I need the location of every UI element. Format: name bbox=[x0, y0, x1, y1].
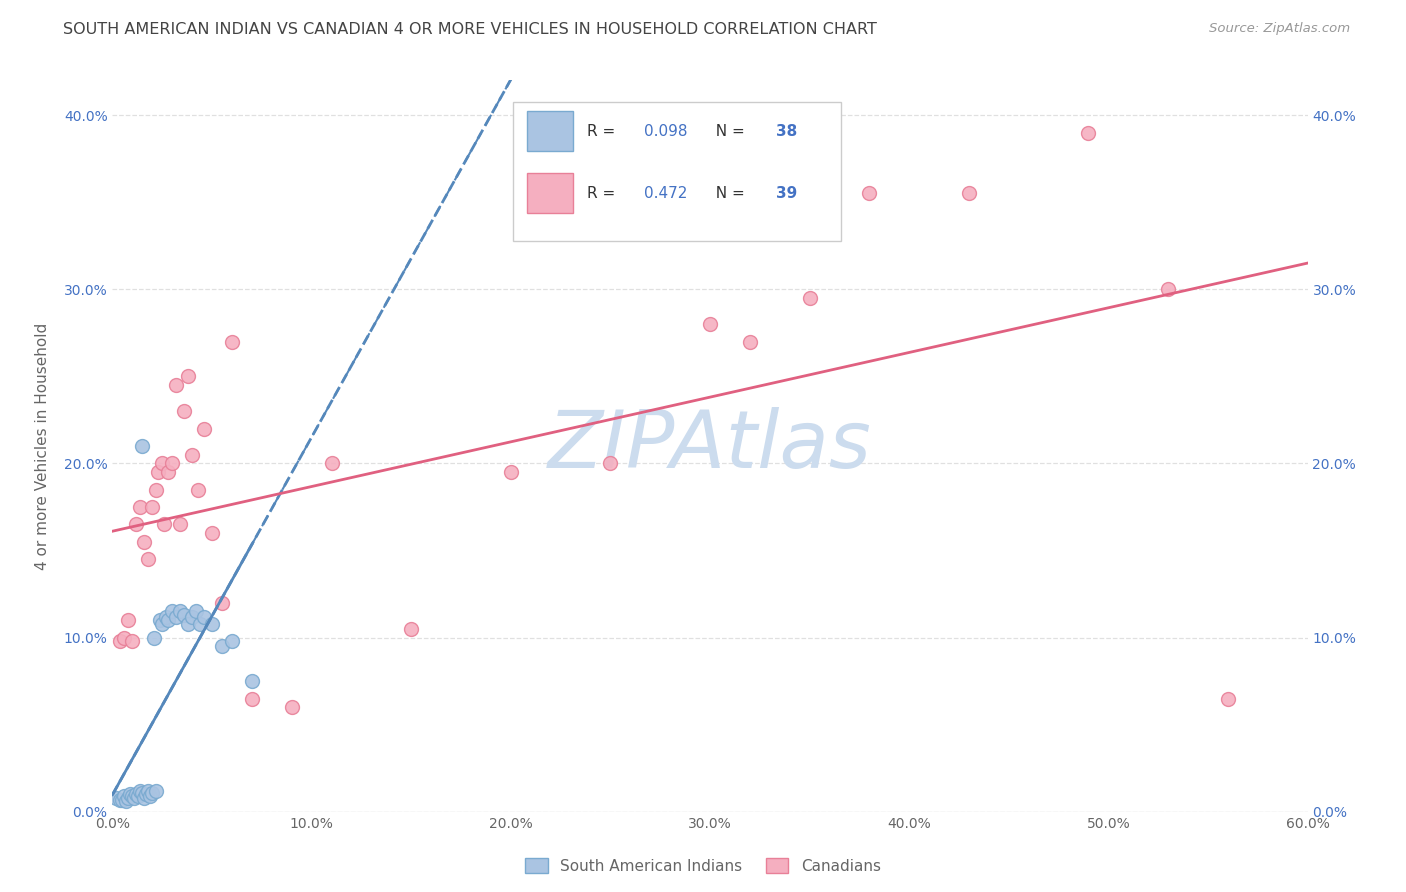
Point bbox=[173, 607, 195, 622]
Point bbox=[157, 613, 180, 627]
Legend: South American Indians, Canadians: South American Indians, Canadians bbox=[519, 852, 887, 880]
Point bbox=[211, 596, 233, 610]
Point bbox=[186, 604, 208, 618]
Point bbox=[181, 448, 204, 462]
Point bbox=[131, 786, 153, 800]
Point bbox=[201, 526, 224, 541]
Point bbox=[125, 517, 148, 532]
Point bbox=[117, 613, 139, 627]
Point bbox=[240, 674, 263, 689]
Point bbox=[138, 784, 160, 798]
Text: Source: ZipAtlas.com: Source: ZipAtlas.com bbox=[1209, 22, 1350, 36]
Point bbox=[201, 616, 224, 631]
FancyBboxPatch shape bbox=[513, 103, 842, 241]
Point bbox=[139, 789, 162, 803]
Text: R =: R = bbox=[586, 186, 620, 201]
Bar bbox=[527, 111, 572, 152]
Point bbox=[401, 622, 423, 636]
Point bbox=[169, 604, 191, 618]
Point bbox=[162, 604, 183, 618]
Point bbox=[129, 784, 152, 798]
Point bbox=[1077, 126, 1099, 140]
Text: 38: 38 bbox=[776, 124, 797, 138]
Text: R =: R = bbox=[586, 124, 620, 138]
Point bbox=[149, 613, 172, 627]
Point bbox=[699, 317, 721, 331]
Text: N =: N = bbox=[706, 124, 749, 138]
Point bbox=[173, 404, 195, 418]
Point bbox=[134, 534, 156, 549]
Point bbox=[169, 517, 191, 532]
Point bbox=[240, 691, 263, 706]
Point bbox=[165, 609, 187, 624]
Point bbox=[193, 421, 215, 435]
Point bbox=[599, 457, 621, 471]
Point bbox=[143, 631, 166, 645]
Point bbox=[177, 369, 200, 384]
Point bbox=[127, 789, 149, 803]
Point bbox=[281, 700, 304, 714]
Point bbox=[110, 792, 132, 806]
Point bbox=[799, 291, 821, 305]
Point bbox=[134, 790, 156, 805]
Point bbox=[221, 334, 243, 349]
Point bbox=[148, 465, 170, 479]
Point bbox=[110, 634, 132, 648]
Point bbox=[193, 609, 215, 624]
Text: N =: N = bbox=[706, 186, 749, 201]
Point bbox=[858, 186, 880, 201]
Point bbox=[141, 500, 163, 514]
Point bbox=[499, 465, 522, 479]
Point bbox=[121, 634, 143, 648]
Point bbox=[181, 609, 204, 624]
Point bbox=[211, 640, 233, 654]
Point bbox=[177, 616, 200, 631]
Point bbox=[124, 790, 146, 805]
Point bbox=[145, 483, 167, 497]
Point bbox=[157, 465, 180, 479]
Point bbox=[738, 334, 761, 349]
Point bbox=[1157, 282, 1180, 296]
Point bbox=[114, 789, 135, 803]
Point bbox=[155, 609, 177, 624]
Point bbox=[1216, 691, 1239, 706]
Point bbox=[121, 789, 143, 803]
Point bbox=[957, 186, 980, 201]
Point bbox=[187, 483, 209, 497]
Point bbox=[105, 790, 128, 805]
Point bbox=[162, 457, 183, 471]
Point bbox=[141, 786, 163, 800]
Text: 0.472: 0.472 bbox=[644, 186, 688, 201]
Point bbox=[321, 457, 343, 471]
Point bbox=[145, 784, 167, 798]
Point bbox=[117, 790, 139, 805]
Point bbox=[129, 500, 152, 514]
Text: 39: 39 bbox=[776, 186, 797, 201]
Point bbox=[114, 631, 135, 645]
Text: ZIPAtlas: ZIPAtlas bbox=[548, 407, 872, 485]
Text: SOUTH AMERICAN INDIAN VS CANADIAN 4 OR MORE VEHICLES IN HOUSEHOLD CORRELATION CH: SOUTH AMERICAN INDIAN VS CANADIAN 4 OR M… bbox=[63, 22, 877, 37]
Point bbox=[150, 457, 173, 471]
Point bbox=[165, 378, 187, 392]
Point bbox=[138, 552, 160, 566]
Point bbox=[150, 616, 173, 631]
Point bbox=[120, 787, 142, 801]
Point bbox=[221, 634, 243, 648]
Point bbox=[115, 794, 138, 808]
Text: 0.098: 0.098 bbox=[644, 124, 688, 138]
Point bbox=[125, 787, 148, 801]
Point bbox=[111, 792, 134, 806]
Y-axis label: 4 or more Vehicles in Household: 4 or more Vehicles in Household bbox=[35, 322, 49, 570]
Point bbox=[188, 616, 211, 631]
Bar bbox=[527, 173, 572, 213]
Point bbox=[135, 787, 157, 801]
Point bbox=[131, 439, 153, 453]
Point bbox=[153, 517, 176, 532]
